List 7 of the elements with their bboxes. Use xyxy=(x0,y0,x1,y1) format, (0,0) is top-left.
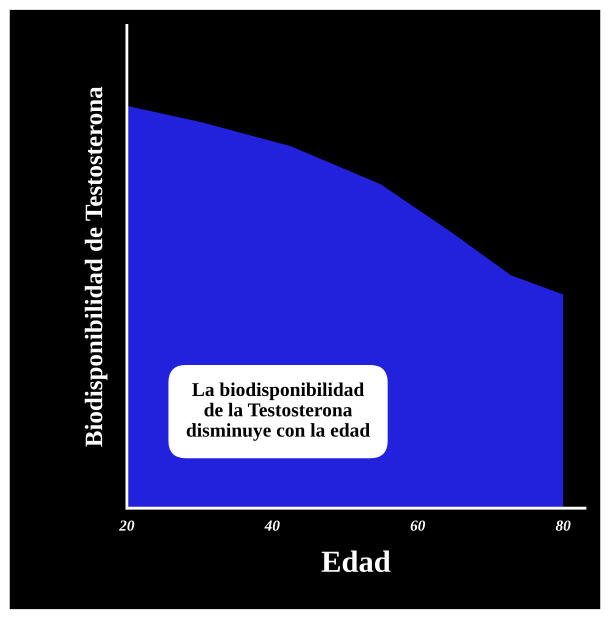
y-axis-title: Biodisponibilidad de Testosterona xyxy=(84,86,108,447)
x-tick-label: 20 xyxy=(119,520,134,531)
x-tick-label: 80 xyxy=(556,520,571,531)
x-tick-label: 60 xyxy=(410,520,426,531)
x-axis-title: Edad xyxy=(322,550,390,572)
x-tick-label: 40 xyxy=(264,520,280,531)
annotation: La biodisponibilidad de la Testosterona disminuye con la edad xyxy=(186,382,370,441)
